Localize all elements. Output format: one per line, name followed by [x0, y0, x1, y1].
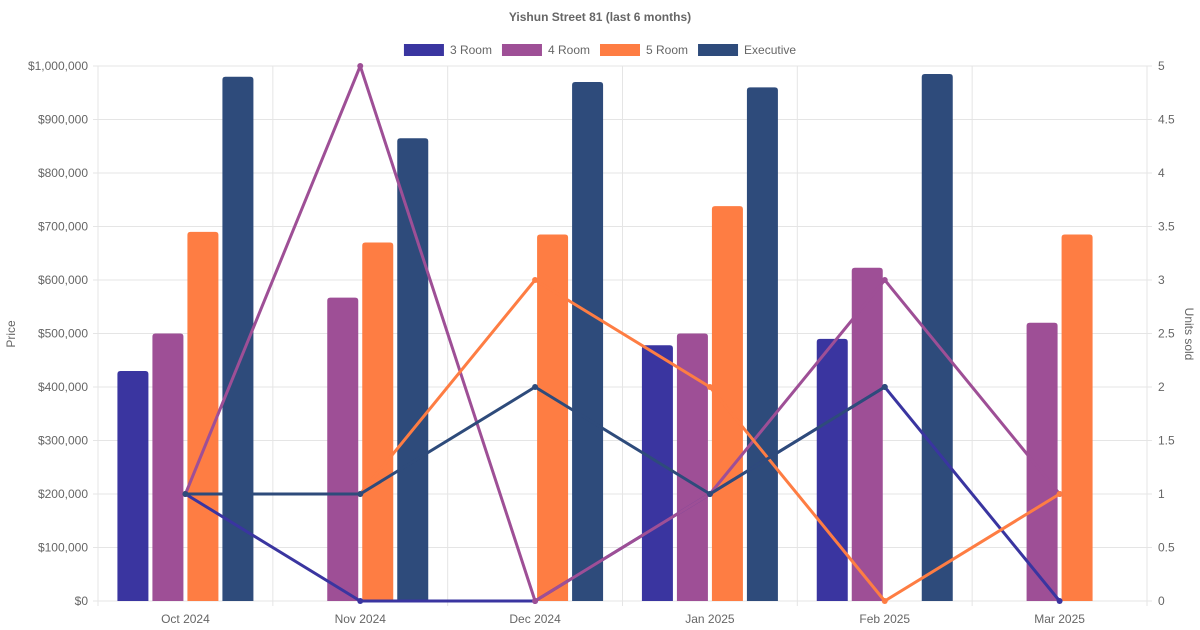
legend-swatch-3-room — [403, 44, 444, 56]
legend-label-executive[interactable]: Executive — [744, 43, 796, 57]
bar-executive — [572, 82, 604, 602]
legend-label-5-room[interactable]: 5 Room — [646, 43, 688, 57]
legend-swatch-executive — [698, 44, 739, 56]
y-tick-label-right: 0 — [1158, 594, 1165, 608]
legend: 3 Room 4 Room 5 Room Executive — [403, 43, 796, 57]
x-tick-label: Oct 2024 — [161, 612, 210, 626]
x-axis: Oct 2024 Nov 2024 Dec 2024 Jan 2025 Feb 2025… — [161, 612, 1085, 626]
point-executive — [357, 491, 364, 497]
y-tick-label-left: $500,000 — [38, 327, 88, 341]
bar-executive — [397, 138, 429, 601]
point-3-room — [357, 598, 364, 604]
x-tick-label: Mar 2025 — [1034, 612, 1085, 626]
bar-4-room — [327, 297, 359, 601]
y-axis-left: $0 $100,000 $200,000 $300,000 $400,000 $500,0… — [28, 59, 88, 608]
y-tick-label-left: $1,000,000 — [28, 59, 88, 73]
bar-5-room — [187, 231, 219, 601]
y-tick-label-left: $800,000 — [38, 166, 88, 180]
point-4-room — [532, 598, 539, 604]
bar-4-room — [851, 267, 883, 601]
legend-swatch-5-room — [600, 44, 640, 56]
bar-4-room — [152, 333, 184, 601]
y-tick-label-left: $700,000 — [38, 220, 88, 234]
y-tick-label-left: $200,000 — [38, 487, 88, 501]
bar-5-room — [362, 242, 394, 602]
point-5-room — [881, 598, 888, 604]
y-tick-label-right: 2 — [1158, 380, 1165, 394]
point-5-room — [532, 277, 539, 283]
x-tick-label: Feb 2025 — [859, 612, 910, 626]
y-tick-label-right: 1 — [1158, 487, 1165, 501]
bar-5-room — [1061, 234, 1093, 601]
y-axis-title-left: Price — [4, 320, 18, 348]
y-tick-label-left: $0 — [75, 594, 89, 608]
point-5-room — [706, 384, 713, 390]
legend-label-4-room[interactable]: 4 Room — [548, 43, 590, 57]
bar-5-room — [537, 234, 569, 601]
point-3-room — [1056, 598, 1063, 604]
y-axis-title-right: Units sold — [1182, 308, 1196, 361]
bar-executive — [921, 74, 953, 601]
y-tick-label-right: 3 — [1158, 273, 1165, 287]
y-tick-label-left: $900,000 — [38, 113, 88, 127]
y-tick-label-left: $300,000 — [38, 434, 88, 448]
point-executive — [532, 384, 539, 390]
y-tick-label-left: $400,000 — [38, 380, 88, 394]
y-tick-label-right: 3.5 — [1158, 220, 1175, 234]
x-tick-label: Nov 2024 — [335, 612, 387, 626]
y-tick-label-right: 4 — [1158, 166, 1165, 180]
bar-4-room — [1026, 322, 1058, 601]
bar-3-room — [641, 345, 673, 601]
y-tick-label-left: $600,000 — [38, 273, 88, 287]
x-tick-label: Jan 2025 — [685, 612, 735, 626]
bar-5-room — [711, 206, 743, 602]
y-tick-label-right: 2.5 — [1158, 327, 1175, 341]
bar-series — [117, 74, 1093, 602]
line-series — [182, 63, 1063, 604]
bar-3-room — [816, 338, 848, 601]
bar-4-room — [676, 333, 708, 601]
point-executive — [706, 491, 713, 497]
x-tick-label: Dec 2024 — [509, 612, 561, 626]
y-tick-label-left: $100,000 — [38, 541, 88, 555]
legend-label-3-room[interactable]: 3 Room — [450, 43, 492, 57]
bar-3-room — [117, 370, 149, 601]
chart-title: Yishun Street 81 (last 6 months) — [509, 10, 691, 24]
legend-swatch-4-room — [501, 44, 542, 56]
y-tick-label-right: 4.5 — [1158, 113, 1175, 127]
y-tick-label-right: 0.5 — [1158, 541, 1175, 555]
line-4-room — [184, 64, 1061, 603]
point-5-room — [1056, 491, 1063, 497]
y-axis-right: 0 0.5 1 1.5 2 2.5 3 3.5 4 4.5 5 — [1158, 59, 1175, 608]
point-4-room — [357, 63, 364, 69]
point-4-room — [881, 277, 888, 283]
bar-executive — [746, 87, 778, 601]
point-executive — [182, 491, 189, 497]
y-tick-label-right: 5 — [1158, 59, 1165, 73]
y-tick-label-right: 1.5 — [1158, 434, 1175, 448]
point-executive — [881, 384, 888, 390]
bar-executive — [222, 76, 254, 601]
